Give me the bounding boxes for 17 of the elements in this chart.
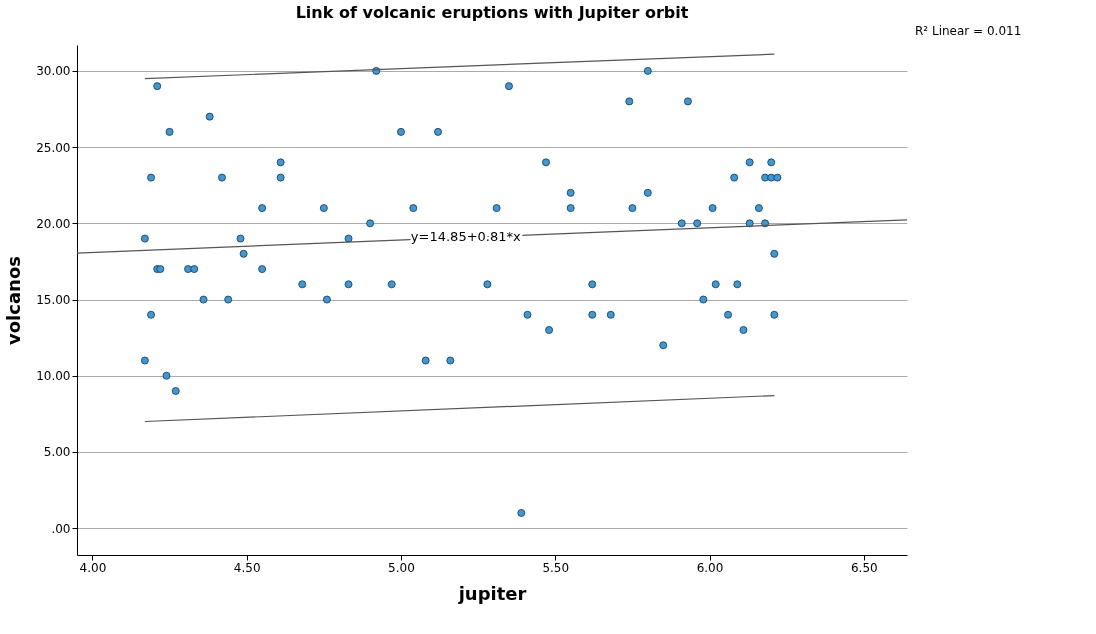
x-tick-label: 4.00 <box>79 560 107 575</box>
y-tick-label: 15.00 <box>36 293 71 308</box>
y-axis-title: volcanos <box>3 256 25 345</box>
x-tick-label: 6.50 <box>850 560 878 575</box>
y-tick-label: 30.00 <box>36 64 71 79</box>
x-tick-label: 6.00 <box>696 560 724 575</box>
chart-title: Link of volcanic eruptions with Jupiter orbit <box>295 3 689 22</box>
x-axis-title: jupiter <box>457 582 527 604</box>
x-tick-label: 5.00 <box>388 560 415 575</box>
text: R² Linear = 0.011 <box>915 24 1022 38</box>
y-tick-label: .00 <box>51 521 71 536</box>
x-tick-label: 4.50 <box>233 560 261 575</box>
y-tick-label: 5.00 <box>43 445 71 460</box>
x-tick-label: 5.50 <box>542 560 570 575</box>
y-tick-label: 25.00 <box>36 140 71 155</box>
y-tick-label: 10.00 <box>36 369 71 384</box>
y-tick-label: 20.00 <box>36 216 71 231</box>
